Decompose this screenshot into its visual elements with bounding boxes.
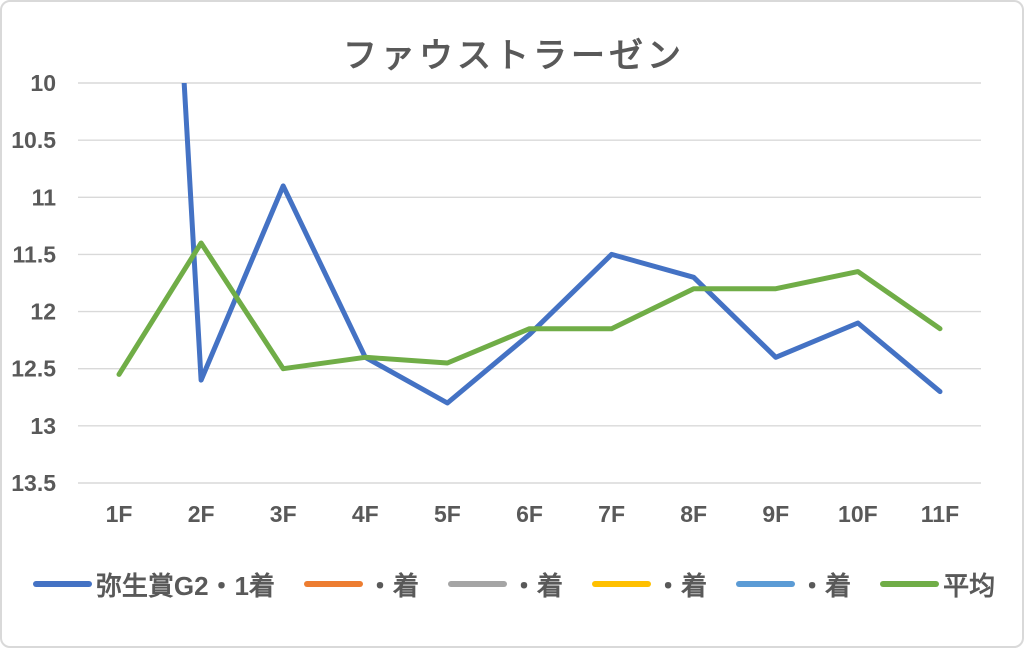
chart-legend: 弥生賞G2・1着 ・着 ・着 ・着 ・着 平均 <box>2 562 1022 606</box>
legend-label: ・着 <box>367 570 420 601</box>
legend-swatch <box>736 581 796 587</box>
legend-swatch <box>304 581 364 587</box>
x-axis-tick-label: 1F <box>106 501 133 527</box>
legend-item-1: ・着 <box>304 566 419 603</box>
y-axis-tick-label: 13 <box>30 413 56 439</box>
y-axis-tick-label: 12.5 <box>11 356 56 382</box>
legend-item-5: 平均 <box>880 566 995 603</box>
y-axis-tick-label: 12 <box>30 299 56 325</box>
series-line-5 <box>116 240 943 377</box>
chart-title: ファウストラーゼン <box>343 37 685 75</box>
legend-item-0: 弥生賞G2・1着 <box>32 566 276 603</box>
x-axis-tick-label: 10F <box>838 501 878 527</box>
y-axis-tick-label: 11.5 <box>13 241 57 267</box>
legend-label: 平均 <box>943 570 996 601</box>
series-line-0 <box>181 83 943 406</box>
x-axis-tick-label: 3F <box>270 501 297 527</box>
legend-label: ・着 <box>511 570 564 601</box>
x-axis-tick-label: 9F <box>762 501 789 527</box>
legend-item-3: ・着 <box>592 566 707 603</box>
x-axis-tick-label: 6F <box>516 501 543 527</box>
y-axis-tick-label: 10.5 <box>11 127 56 153</box>
legend-item-4: ・着 <box>736 566 851 603</box>
y-axis-tick-label: 13.5 <box>11 470 56 496</box>
x-axis-tick-label: 4F <box>352 501 379 527</box>
y-axis-tick-label: 11 <box>32 184 57 210</box>
x-axis-tick-label: 2F <box>188 501 215 527</box>
legend-swatch <box>880 581 940 587</box>
legend-swatch <box>32 581 92 587</box>
legend-label: ・着 <box>655 570 708 601</box>
legend-item-2: ・着 <box>448 566 563 603</box>
legend-swatch <box>592 581 652 587</box>
x-axis-tick-label: 7F <box>598 501 625 527</box>
legend-label: 弥生賞G2・1着 <box>95 570 276 601</box>
y-axis-tick-label: 10 <box>30 70 56 96</box>
legend-swatch <box>448 581 508 587</box>
legend-label: ・着 <box>799 570 852 601</box>
x-axis-tick-label: 11F <box>921 501 959 527</box>
x-axis-tick-label: 8F <box>680 501 707 527</box>
x-axis-tick-label: 5F <box>434 501 461 527</box>
